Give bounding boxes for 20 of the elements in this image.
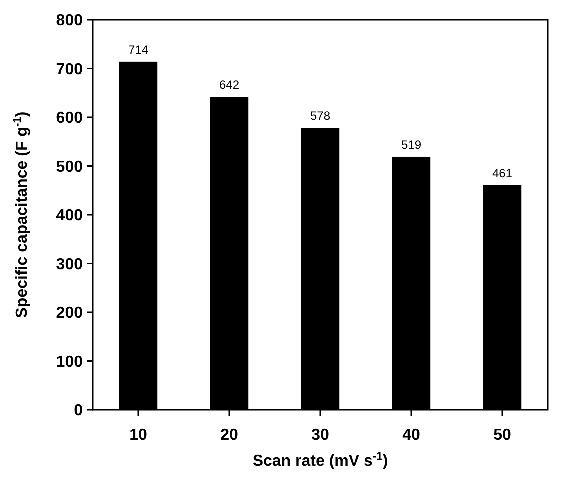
y-tick-label: 400 bbox=[56, 208, 84, 225]
y-tick-label: 700 bbox=[56, 61, 84, 78]
y-tick-label: 300 bbox=[56, 256, 84, 274]
y-tick-label: 500 bbox=[56, 158, 84, 176]
x-axis-title: Scan rate (mV s$^{-1}$) bbox=[252, 451, 388, 470]
y-tick-label: 100 bbox=[56, 354, 84, 371]
y-tick-label: 600 bbox=[56, 110, 84, 128]
data-label: 461 bbox=[492, 166, 513, 180]
data-label: 578 bbox=[310, 109, 331, 124]
data-label: 519 bbox=[401, 138, 422, 152]
x-tick-label: 50 bbox=[494, 427, 512, 444]
x-tick-label: 30 bbox=[312, 427, 330, 444]
x-tick-label: 40 bbox=[402, 427, 420, 444]
y-tick-label: 0 bbox=[74, 402, 84, 420]
y-tick-label: 800 bbox=[56, 12, 84, 30]
x-tick-label: 20 bbox=[220, 427, 238, 444]
data-label: 642 bbox=[219, 78, 240, 92]
x-tick-label: 10 bbox=[130, 427, 148, 444]
y-tick-label: 200 bbox=[56, 305, 84, 322]
data-label: 714 bbox=[128, 42, 149, 57]
